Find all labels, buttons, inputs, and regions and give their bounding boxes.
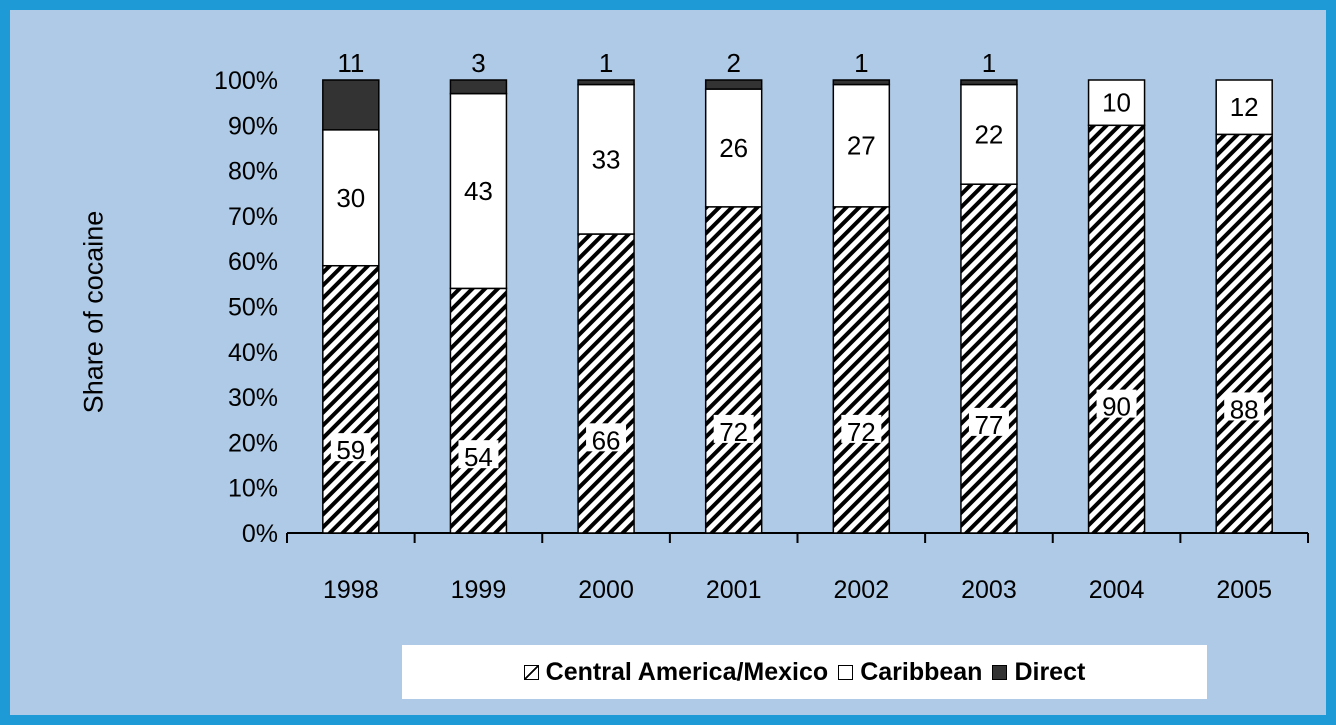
- x-tick-label: 2000: [578, 576, 634, 604]
- y-tick-label: 50%: [228, 294, 278, 322]
- bar-direct: [704, 79, 763, 90]
- bar-central-america-mexico: [1215, 133, 1273, 534]
- bar-direct: [577, 79, 635, 86]
- data-label: 54: [464, 442, 493, 472]
- x-tick-label: 1998: [323, 576, 379, 604]
- y-tick-label: 0%: [242, 520, 278, 548]
- data-label-bg: [1224, 392, 1265, 421]
- bar-central-america-mexico: [577, 233, 635, 534]
- bar-central-america-mexico: [960, 183, 1018, 534]
- data-label: 10: [1102, 88, 1131, 118]
- x-tick-label: 2002: [834, 576, 890, 604]
- bar-central-america-mexico: [449, 287, 508, 534]
- x-tick-label: 2003: [961, 576, 1017, 604]
- x-tick-label: 2005: [1216, 576, 1272, 604]
- bar-caribbean: [449, 92, 508, 290]
- bar-direct: [960, 79, 1018, 86]
- bar-direct: [322, 79, 380, 131]
- legend-label-central-america-mexico: Central America/Mexico: [545, 657, 829, 686]
- x-tick-label: 1999: [451, 576, 507, 604]
- data-label: 66: [592, 425, 621, 455]
- data-label-bg: [1096, 389, 1137, 418]
- bar-caribbean: [1087, 79, 1146, 127]
- data-label: 72: [719, 417, 748, 447]
- bar-central-america-mexico: [322, 264, 380, 534]
- bar-central-america-mexico: [832, 206, 891, 534]
- data-label-bg: [586, 423, 627, 452]
- data-label-direct: 1: [854, 48, 868, 78]
- data-label: 26: [719, 133, 748, 163]
- legend-label-direct: Direct: [1014, 657, 1086, 686]
- data-label: 22: [974, 119, 1003, 149]
- data-label-bg: [458, 440, 499, 469]
- data-label-bg: [713, 414, 754, 443]
- data-label-direct: 3: [471, 48, 485, 78]
- data-label: 30: [336, 183, 365, 213]
- y-tick-label: 80%: [228, 158, 278, 186]
- y-tick-label: 10%: [228, 475, 278, 503]
- chart-plot: 0%10%20%30%40%50%60%70%80%90%100%5930111…: [214, 48, 1309, 604]
- bar-central-america-mexico: [1087, 124, 1146, 534]
- y-tick-label: 90%: [228, 112, 278, 140]
- data-label: 59: [336, 435, 365, 465]
- bar-caribbean: [960, 83, 1018, 185]
- data-label-direct: 11: [337, 48, 364, 78]
- data-label-bg: [330, 433, 371, 462]
- data-label: 12: [1230, 92, 1259, 122]
- chart-panel: 0% 10% 20% 30% 40% 50% 60% 70% 80% 90% 100% 59 30 11 1…: [10, 10, 1326, 715]
- legend-item-direct: Direct: [992, 658, 1085, 687]
- data-label-direct: 1: [599, 48, 613, 78]
- data-label: 88: [1230, 394, 1259, 424]
- data-label-bg: [841, 414, 882, 443]
- bar-caribbean: [1215, 79, 1273, 136]
- bar-caribbean: [577, 83, 635, 235]
- bar-caribbean: [832, 83, 891, 208]
- data-label: 90: [1102, 392, 1131, 422]
- y-tick-label: 70%: [228, 203, 278, 231]
- y-axis-label: Share of cocaine: [78, 210, 109, 414]
- legend-label-caribbean: Caribbean: [860, 657, 983, 686]
- legend-swatch-direct: [992, 664, 1008, 680]
- y-tick-label: 20%: [228, 429, 278, 457]
- legend-swatch-caribbean: [838, 664, 854, 680]
- data-label-bg: [968, 407, 1009, 436]
- data-label: 72: [847, 417, 876, 447]
- legend-item-caribbean: Caribbean: [838, 658, 982, 687]
- data-label: 33: [592, 144, 621, 174]
- data-label: 43: [464, 176, 493, 206]
- data-label-direct: 2: [726, 48, 740, 78]
- bar-direct: [449, 79, 508, 95]
- y-tick-label: 100%: [214, 67, 278, 95]
- x-tick-label: 2001: [706, 576, 762, 604]
- bar-direct: [832, 79, 891, 86]
- bar-central-america-mexico: [704, 206, 763, 534]
- legend-item-central-america-mexico: Central America/Mexico: [523, 657, 829, 687]
- data-label-direct: 1: [982, 48, 996, 78]
- legend: Central America/Mexico Caribbean Direct: [402, 645, 1207, 699]
- legend-swatch-central-america-mexico: [523, 664, 539, 680]
- bar-caribbean: [322, 129, 380, 267]
- x-tick-label: 2004: [1089, 576, 1145, 604]
- y-tick-label: 30%: [228, 384, 278, 412]
- y-tick-label: 60%: [228, 248, 278, 276]
- data-label: 27: [847, 131, 876, 161]
- data-label: 77: [974, 410, 1003, 440]
- y-tick-label: 40%: [228, 339, 278, 367]
